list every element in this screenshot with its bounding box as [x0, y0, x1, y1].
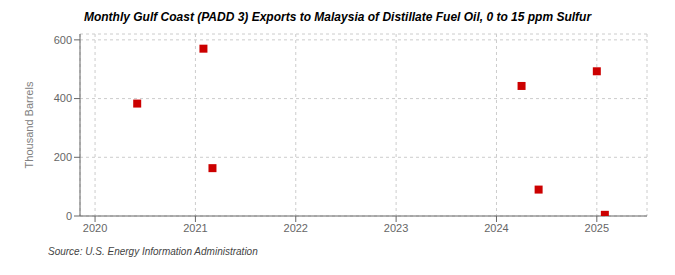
svg-text:600: 600 [54, 34, 72, 46]
svg-text:0: 0 [66, 210, 72, 222]
svg-text:200: 200 [54, 151, 72, 163]
svg-text:2023: 2023 [384, 222, 408, 234]
svg-text:2022: 2022 [284, 222, 308, 234]
html-text:Source: U.S. Energy Informatio: Source: U.S. Energy Information Administ… [48, 246, 258, 257]
html-text:Monthly Gulf Coast (PADD 3) Ex: Monthly Gulf Coast (PADD 3) Exports to M… [83, 10, 592, 24]
svg-text:Thousand Barrels: Thousand Barrels [23, 81, 35, 168]
svg-text:2020: 2020 [83, 222, 107, 234]
svg-text:2024: 2024 [484, 222, 508, 234]
svg-text:2021: 2021 [183, 222, 207, 234]
svg-text:400: 400 [54, 92, 72, 104]
svg-text:2025: 2025 [585, 222, 609, 234]
